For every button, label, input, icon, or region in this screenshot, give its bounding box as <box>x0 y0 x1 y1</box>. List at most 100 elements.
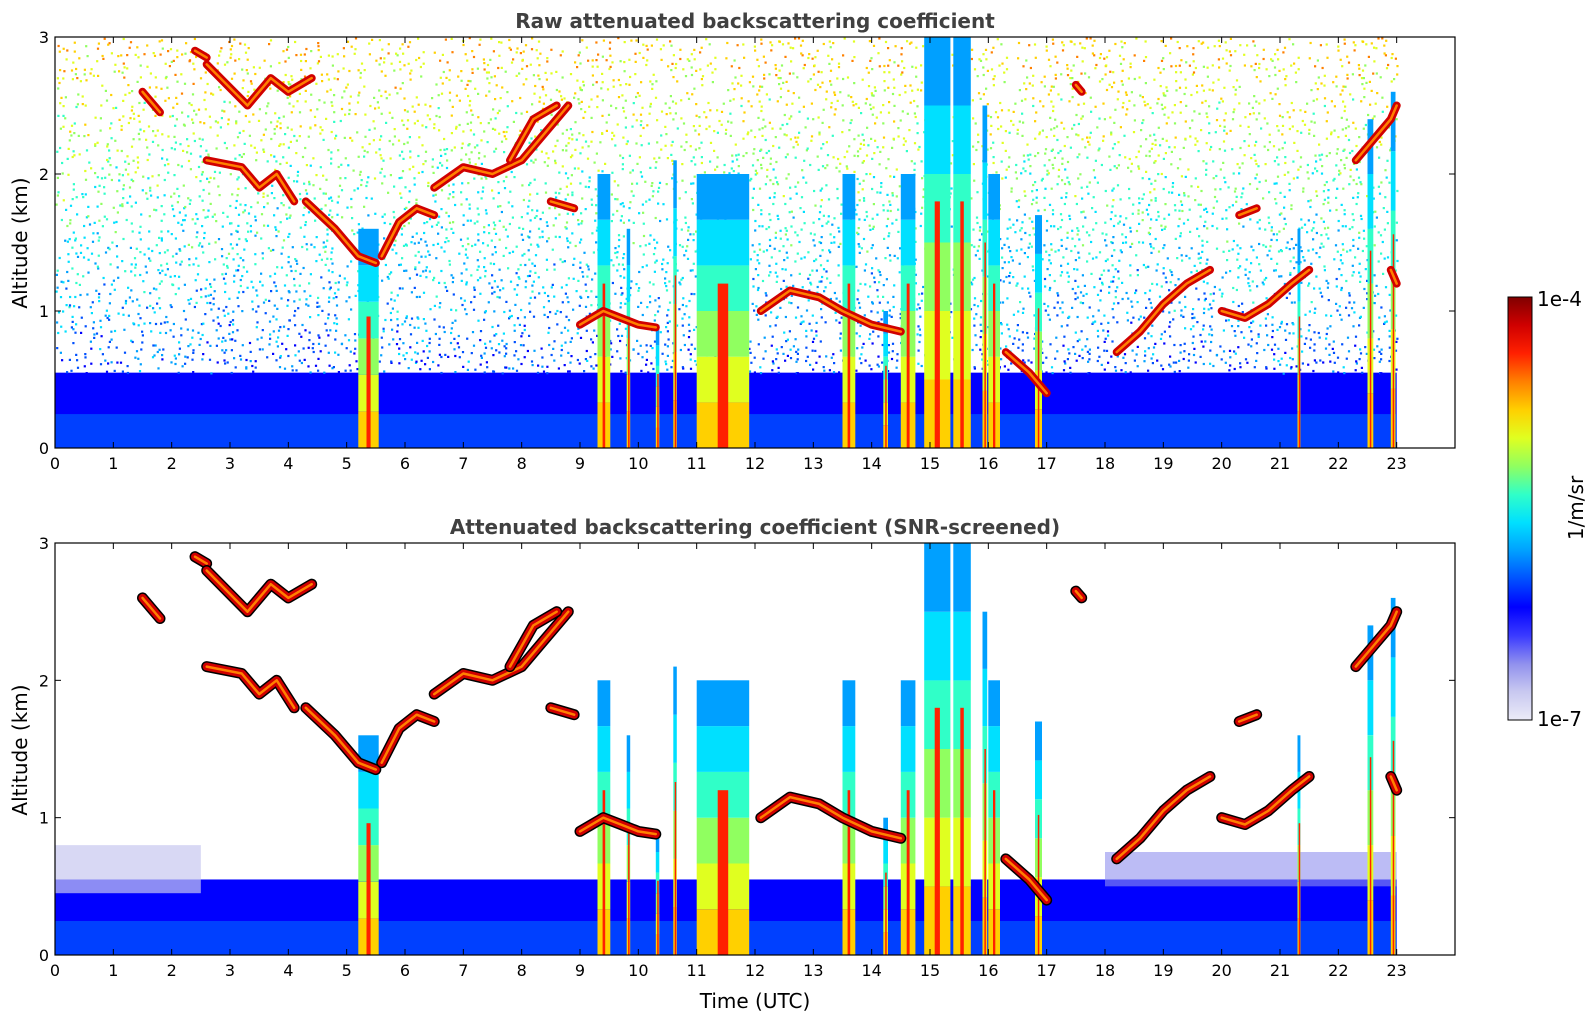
noise-pixel <box>859 282 862 285</box>
noise-pixel <box>698 124 701 127</box>
noise-pixel <box>690 343 693 346</box>
noise-pixel <box>263 206 266 209</box>
noise-pixel <box>73 50 76 53</box>
noise-pixel <box>87 205 90 208</box>
noise-pixel <box>652 283 655 286</box>
noise-pixel <box>498 351 501 354</box>
noise-pixel <box>487 122 490 125</box>
noise-pixel <box>428 253 431 256</box>
noise-pixel <box>889 209 892 213</box>
noise-pixel <box>285 348 288 351</box>
noise-pixel <box>305 298 308 301</box>
noise-pixel <box>519 52 522 55</box>
noise-pixel <box>692 156 695 159</box>
noise-pixel <box>425 244 428 247</box>
noise-pixel <box>776 352 779 355</box>
noise-pixel <box>124 270 127 273</box>
noise-pixel <box>387 43 390 46</box>
noise-pixel <box>829 297 832 301</box>
noise-pixel <box>869 333 872 336</box>
noise-pixel <box>123 351 127 354</box>
noise-pixel <box>97 239 100 242</box>
noise-pixel <box>647 142 650 145</box>
noise-pixel <box>893 284 896 287</box>
noise-pixel <box>510 61 514 64</box>
noise-pixel <box>479 38 482 41</box>
noise-pixel <box>559 187 562 190</box>
noise-pixel <box>244 114 247 118</box>
noise-pixel <box>457 346 461 349</box>
noise-pixel <box>174 293 177 296</box>
noise-pixel <box>561 132 564 135</box>
noise-pixel <box>100 104 103 107</box>
noise-pixel <box>440 154 443 157</box>
noise-pixel <box>207 209 210 212</box>
noise-pixel <box>820 199 823 202</box>
noise-pixel <box>856 203 859 207</box>
noise-pixel <box>337 288 340 291</box>
noise-pixel <box>289 140 292 143</box>
noise-pixel <box>382 327 385 330</box>
noise-pixel <box>177 221 180 224</box>
noise-pixel <box>137 312 140 316</box>
noise-pixel <box>378 138 382 141</box>
noise-pixel <box>379 154 382 157</box>
noise-pixel <box>832 353 835 356</box>
noise-pixel <box>221 225 224 228</box>
noise-pixel <box>743 111 746 114</box>
noise-pixel <box>506 105 509 108</box>
noise-pixel <box>491 292 494 295</box>
noise-pixel <box>272 330 275 333</box>
noise-pixel <box>458 356 461 359</box>
noise-pixel <box>592 83 595 86</box>
noise-pixel <box>344 177 347 180</box>
noise-pixel <box>520 233 523 236</box>
noise-pixel <box>547 300 550 303</box>
noise-pixel <box>178 353 181 356</box>
noise-pixel <box>874 89 877 92</box>
noise-pixel <box>129 117 132 120</box>
noise-pixel <box>344 369 347 372</box>
noise-pixel <box>565 144 568 147</box>
noise-pixel <box>76 359 79 362</box>
noise-pixel <box>214 120 217 123</box>
noise-pixel <box>1005 56 1009 59</box>
noise-pixel <box>250 206 253 209</box>
noise-pixel <box>812 337 816 340</box>
noise-pixel <box>653 319 656 322</box>
noise-pixel <box>918 340 921 344</box>
noise-pixel <box>485 71 489 74</box>
noise-pixel <box>473 146 477 149</box>
noise-pixel <box>305 164 308 167</box>
noise-pixel <box>90 347 93 350</box>
noise-pixel <box>391 307 394 310</box>
noise-pixel <box>686 92 689 95</box>
noise-pixel <box>871 342 874 345</box>
noise-pixel <box>506 91 509 94</box>
noise-pixel <box>330 130 333 134</box>
noise-pixel <box>542 306 546 309</box>
noise-pixel <box>658 305 661 308</box>
noise-pixel <box>800 228 803 231</box>
noise-pixel <box>846 150 849 153</box>
noise-pixel <box>564 341 567 344</box>
noise-pixel <box>756 172 759 175</box>
noise-pixel <box>179 263 182 266</box>
noise-pixel <box>836 77 839 80</box>
noise-pixel <box>420 75 423 78</box>
noise-pixel <box>529 230 532 233</box>
noise-pixel <box>492 50 495 53</box>
noise-pixel <box>321 129 324 132</box>
noise-pixel <box>975 313 978 316</box>
noise-pixel <box>324 263 327 266</box>
noise-pixel <box>617 37 620 40</box>
noise-pixel <box>757 116 760 119</box>
noise-pixel <box>665 363 668 366</box>
noise-pixel <box>108 248 111 251</box>
noise-pixel <box>212 93 215 96</box>
noise-pixel <box>179 143 182 146</box>
noise-pixel <box>462 223 465 226</box>
noise-pixel <box>533 216 537 219</box>
noise-pixel <box>566 296 569 299</box>
noise-pixel <box>224 272 227 275</box>
